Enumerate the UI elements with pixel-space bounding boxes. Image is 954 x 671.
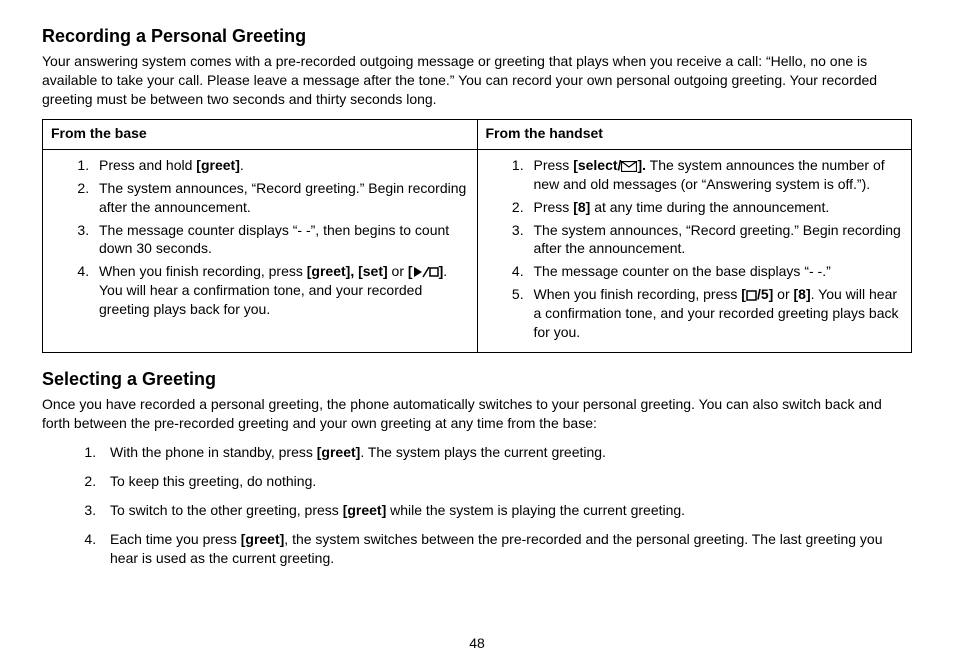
key-label: /5] bbox=[757, 286, 773, 302]
list-item: The system announces, “Record greeting.”… bbox=[93, 179, 469, 217]
key-label: [greet] bbox=[343, 502, 387, 518]
text: With the phone in standby, press bbox=[110, 444, 317, 460]
list-item: Press [select/]. The system announces th… bbox=[528, 156, 904, 194]
col-header-base: From the base bbox=[43, 119, 478, 149]
key-label: [greet] bbox=[241, 531, 285, 547]
cell-base: Press and hold [greet]. The system annou… bbox=[43, 149, 478, 352]
text: To switch to the other greeting, press bbox=[110, 502, 343, 518]
list-item: Each time you press [greet], the system … bbox=[100, 530, 912, 568]
list-item: With the phone in standby, press [greet]… bbox=[100, 443, 912, 462]
list-item: The message counter on the base displays… bbox=[528, 262, 904, 281]
key-label: [greet] bbox=[317, 444, 361, 460]
base-steps: Press and hold [greet]. The system annou… bbox=[51, 156, 469, 319]
key-label: [8] bbox=[573, 199, 590, 215]
section-intro-recording: Your answering system comes with a pre-r… bbox=[42, 52, 912, 109]
section-heading-selecting: Selecting a Greeting bbox=[42, 367, 912, 391]
list-item: The message counter displays “- -”, then… bbox=[93, 221, 469, 259]
key-label: [greet] bbox=[196, 157, 240, 173]
list-item: When you finish recording, press [greet]… bbox=[93, 262, 469, 319]
list-item: When you finish recording, press [/5] or… bbox=[528, 285, 904, 342]
instruction-table: From the base From the handset Press and… bbox=[42, 119, 912, 353]
key-label: ]. bbox=[637, 157, 646, 173]
text: while the system is playing the current … bbox=[386, 502, 685, 518]
col-header-handset: From the handset bbox=[477, 119, 912, 149]
section-intro-selecting: Once you have recorded a personal greeti… bbox=[42, 395, 912, 433]
text: Press and hold bbox=[99, 157, 196, 173]
list-item: To switch to the other greeting, press [… bbox=[100, 501, 912, 520]
list-item: To keep this greeting, do nothing. bbox=[100, 472, 912, 491]
text: at any time during the announcement. bbox=[590, 199, 829, 215]
list-item: The system announces, “Record greeting.”… bbox=[528, 221, 904, 259]
text: When you finish recording, press bbox=[534, 286, 742, 302]
envelope-icon bbox=[621, 161, 637, 172]
section-heading-recording: Recording a Personal Greeting bbox=[42, 24, 912, 48]
play-stop-icon bbox=[413, 266, 439, 278]
text: When you finish recording, press bbox=[99, 263, 307, 279]
list-item: Press [8] at any time during the announc… bbox=[528, 198, 904, 217]
text: . The system plays the current greeting. bbox=[360, 444, 606, 460]
key-label: [8] bbox=[794, 286, 811, 302]
cell-handset: Press [select/]. The system announces th… bbox=[477, 149, 912, 352]
text: Press bbox=[534, 199, 574, 215]
key-label: [select/ bbox=[573, 157, 621, 173]
key-label: [greet], [set] bbox=[307, 263, 388, 279]
text: Press bbox=[534, 157, 574, 173]
selecting-steps: With the phone in standby, press [greet]… bbox=[42, 443, 912, 567]
stop-icon bbox=[746, 290, 757, 301]
list-item: Press and hold [greet]. bbox=[93, 156, 469, 175]
text: . bbox=[240, 157, 244, 173]
text: or bbox=[388, 263, 408, 279]
text: Each time you press bbox=[110, 531, 241, 547]
page-number: 48 bbox=[0, 634, 954, 653]
text: or bbox=[773, 286, 793, 302]
handset-steps: Press [select/]. The system announces th… bbox=[486, 156, 904, 342]
